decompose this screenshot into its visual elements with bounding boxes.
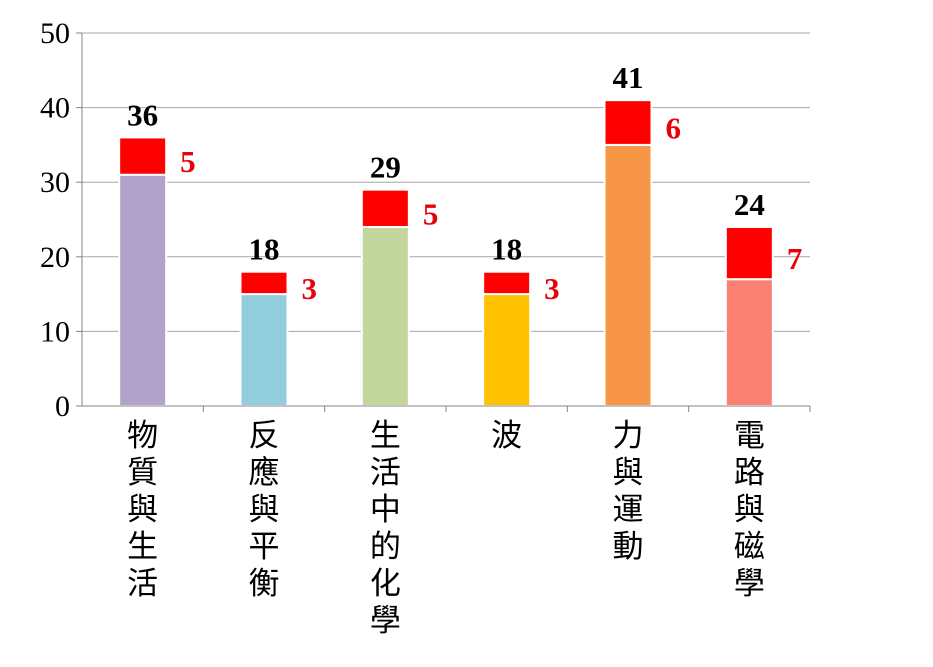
total-label: 24 xyxy=(734,187,765,222)
bars xyxy=(118,99,774,408)
bar-top-segment xyxy=(482,270,532,296)
y-tick-label: 30 xyxy=(40,166,70,199)
x-category-label: 生活中的化學 xyxy=(370,418,401,639)
bar-base-segment xyxy=(239,293,289,408)
x-category-label: 物質與生活 xyxy=(127,418,158,602)
y-tick-label: 20 xyxy=(40,241,70,274)
x-category-label: 波 xyxy=(491,418,522,454)
bar-top-segment xyxy=(118,136,168,176)
gridlines xyxy=(82,32,810,332)
x-axis: 物質與生活 反應與平衡 生活中的化學 波 力與運動 電路與磁學 xyxy=(82,405,811,639)
top-segment-label: 5 xyxy=(423,196,439,231)
top-segment-label: 5 xyxy=(180,144,196,179)
total-label: 41 xyxy=(613,60,644,95)
bar-top-segment xyxy=(360,188,410,228)
x-category-label: 力與運動 xyxy=(613,418,644,565)
total-label: 18 xyxy=(491,232,522,267)
bar-base-segment xyxy=(118,173,168,407)
bar-base-segment xyxy=(482,293,532,408)
y-tick-label: 50 xyxy=(40,17,70,50)
bar-top-segment xyxy=(239,270,289,296)
y-axis: 0 10 20 30 40 50 xyxy=(40,17,83,423)
bar-top-segment xyxy=(724,225,774,281)
total-label: 29 xyxy=(370,150,401,185)
top-segment-label: 3 xyxy=(302,271,318,306)
bar-top-segment xyxy=(603,99,653,146)
top-segment-label: 6 xyxy=(666,111,682,146)
bar-base-segment xyxy=(360,225,410,407)
total-label: 36 xyxy=(127,97,158,132)
y-tick-label: 10 xyxy=(40,315,70,348)
top-segment-label: 7 xyxy=(787,241,803,276)
y-tick-label: 40 xyxy=(40,92,70,125)
x-category-label: 電路與磁學 xyxy=(734,418,765,602)
data-labels: 36 5 18 3 29 5 18 3 41 6 24 7 xyxy=(127,60,802,306)
y-tick-label: 0 xyxy=(55,390,70,423)
x-category-label: 反應與平衡 xyxy=(249,418,280,602)
bar-base-segment xyxy=(724,278,774,407)
total-label: 18 xyxy=(249,232,280,267)
top-segment-label: 3 xyxy=(544,271,560,306)
bar-base-segment xyxy=(603,143,653,407)
